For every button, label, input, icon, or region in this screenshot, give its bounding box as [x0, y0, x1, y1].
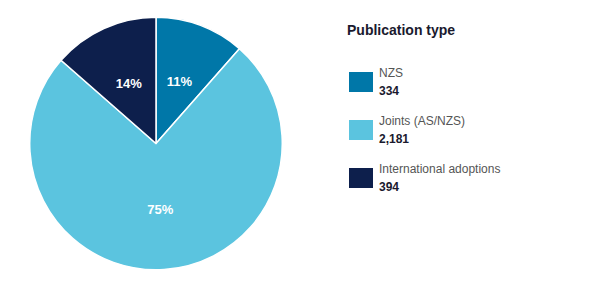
- svg-text:2,181: 2,181: [379, 132, 409, 146]
- svg-text:334: 334: [379, 84, 399, 98]
- svg-text:75%: 75%: [147, 202, 173, 217]
- svg-text:11%: 11%: [167, 74, 193, 89]
- svg-text:14%: 14%: [116, 76, 142, 91]
- svg-text:NZS: NZS: [379, 66, 403, 80]
- svg-text:Publication type: Publication type: [347, 22, 455, 38]
- svg-text:Joints (AS/NZS): Joints (AS/NZS): [379, 114, 465, 128]
- svg-text:International adoptions: International adoptions: [379, 162, 500, 176]
- svg-text:394: 394: [379, 180, 399, 194]
